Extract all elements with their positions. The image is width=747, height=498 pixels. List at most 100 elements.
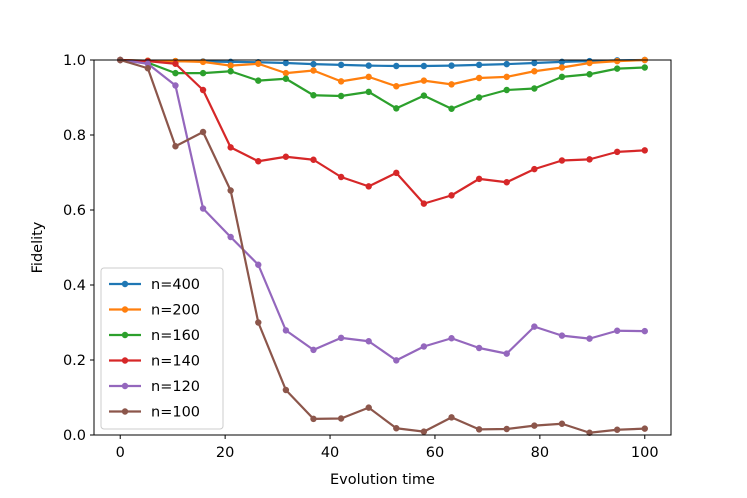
data-point [558,332,566,339]
data-point [586,156,593,163]
data-point [613,426,621,433]
data-point [420,428,428,435]
series-line [120,58,645,205]
data-point [558,73,566,81]
legend-label: n=100 [151,405,200,421]
data-point [503,425,510,433]
data-point [531,85,538,92]
data-point [613,148,621,156]
data-point [337,78,345,85]
data-point [365,88,372,96]
legend-item: n=160 [109,328,200,344]
data-point [393,169,400,177]
data-point [310,415,317,423]
y-tick-label: 0.4 [63,278,86,294]
data-point [531,422,538,429]
data-point [255,319,262,326]
data-point [199,128,207,136]
data-point [199,205,207,212]
data-point [420,62,428,70]
data-point [558,420,566,427]
series-layer [117,56,648,436]
data-point [172,69,179,77]
legend-label: n=160 [151,328,200,344]
data-point [448,62,455,69]
data-point [420,200,428,207]
ticks-layer: 0 20 40 60 80 100 0.0 0.2 0.4 0.6 0.8 1.0 [63,53,659,461]
legend-item: n=120 [109,379,200,395]
data-point [503,60,510,68]
data-point [365,183,372,190]
data-point [448,414,455,421]
data-point [503,179,510,186]
legend-swatch-marker [121,408,129,415]
data-point [255,60,262,67]
legend-box [100,267,224,430]
data-point [310,92,317,99]
data-point [586,335,593,342]
x-tick-label: 100 [631,445,659,461]
legend-swatch-marker [121,357,129,364]
data-point [393,83,400,90]
data-point [365,73,372,81]
data-point [310,156,317,163]
data-point [475,61,483,69]
y-tick-label: 1.0 [63,53,86,69]
data-point [282,75,290,82]
data-point [586,71,593,78]
data-point [227,187,234,194]
x-tick-label: 60 [426,445,444,461]
x-tick-label: 80 [531,445,549,461]
data-point [393,357,400,364]
legend-swatch-marker [121,382,129,390]
data-point [586,429,593,436]
data-point [282,153,290,160]
data-point [475,175,483,183]
legend-item: n=100 [109,405,200,421]
data-point [558,64,566,71]
legend-label: n=140 [151,354,200,370]
data-point [420,343,428,350]
data-point [613,65,621,72]
legend-item: n=200 [109,303,200,319]
series-line [120,58,645,110]
data-point [144,60,152,67]
data-point [144,65,152,72]
data-point [227,62,234,69]
data-point [310,60,317,68]
data-point [475,344,483,352]
data-point [227,68,234,75]
x-tick-label: 20 [216,445,234,461]
series-n-100 [117,56,648,436]
data-point [475,426,483,433]
data-point [255,77,262,84]
data-point [393,425,400,432]
data-point [337,92,345,100]
data-point [448,105,455,112]
data-point [393,105,400,112]
series-line [120,58,645,88]
data-point [448,335,455,342]
x-tick-label: 40 [321,445,339,461]
data-point [255,261,262,268]
data-point [172,60,179,67]
data-point [337,61,345,69]
data-point [531,323,538,330]
legend-item: n=400 [109,277,200,293]
data-point [199,86,207,94]
legend-swatch-marker [121,306,129,313]
legend-swatch-marker [121,280,129,288]
data-point [227,233,234,241]
data-point [393,62,400,70]
data-point [282,69,290,77]
legend-label: n=200 [151,303,200,319]
data-point [613,327,621,334]
data-point [172,143,179,150]
data-point [641,147,648,154]
data-point [337,173,345,181]
y-tick-label: 0.0 [63,428,86,444]
x-axis-label: Evolution time [330,472,435,488]
data-point [365,338,372,345]
data-point [475,94,483,101]
